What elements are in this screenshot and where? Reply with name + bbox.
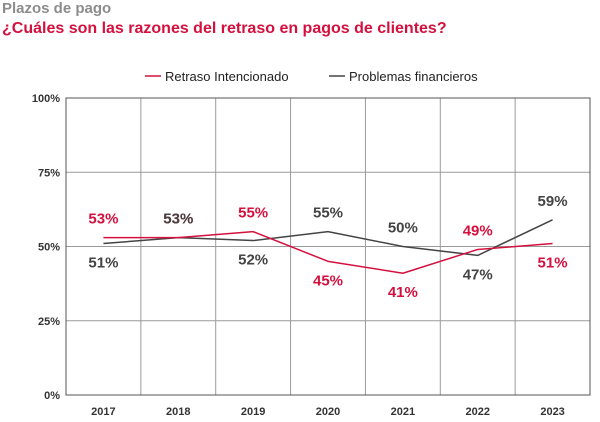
x-tick-label: 2019: [241, 406, 265, 418]
y-tick-label: 25%: [38, 316, 60, 328]
series-line-1: [103, 230, 553, 274]
legend-label-series-1: Retraso Intencionado: [165, 69, 289, 84]
data-label-series-1: 45%: [313, 272, 343, 289]
data-label-series-2: 50%: [388, 220, 418, 237]
y-tick-label: 75%: [38, 167, 60, 179]
data-label-series-1: 51%: [538, 255, 568, 272]
y-tick-label: 100%: [32, 93, 60, 105]
x-tick-label: 2023: [540, 406, 564, 418]
legend: Retraso Intencionado Problemas financier…: [145, 69, 478, 84]
data-label-series-2: 52%: [238, 252, 268, 269]
x-tick-label: 2022: [465, 406, 489, 418]
data-label-series-2: 53%: [163, 211, 193, 228]
plot-border: [65, 97, 591, 396]
data-label-series-2: 47%: [463, 266, 493, 283]
series: [103, 219, 553, 274]
chart-title: Plazos de pago: [2, 0, 112, 17]
x-tick-label: 2018: [166, 406, 190, 418]
data-label-series-2: 51%: [88, 255, 118, 272]
y-tick-label: 50%: [38, 242, 60, 254]
x-tick-label: 2020: [316, 406, 340, 418]
chart-subtitle: ¿Cuáles son las razones del retraso en p…: [2, 20, 447, 37]
data-label-series-2: 59%: [538, 193, 568, 210]
x-tick-label: 2017: [91, 406, 115, 418]
data-labels: 53% 53% 55%45%41%49%51%51%53%52%55%50%47%5…: [88, 193, 567, 301]
data-label-series-1: 53%: [88, 211, 118, 228]
axes: 0% 25% 50% 75% 100% 2017 2018 2019 2020 2021 2022 2…: [32, 93, 565, 418]
data-label-series-1: 53%: [163, 211, 193, 228]
y-tick-label: 0%: [44, 390, 60, 402]
data-label-series-1: 41%: [388, 284, 418, 301]
data-label-series-1: 55%: [238, 205, 268, 222]
data-label-series-2: 55%: [313, 205, 343, 222]
legend-label-series-2: Problemas financieros: [349, 69, 478, 84]
x-tick-label: 2021: [391, 406, 415, 418]
data-label-series-1: 49%: [463, 222, 493, 239]
